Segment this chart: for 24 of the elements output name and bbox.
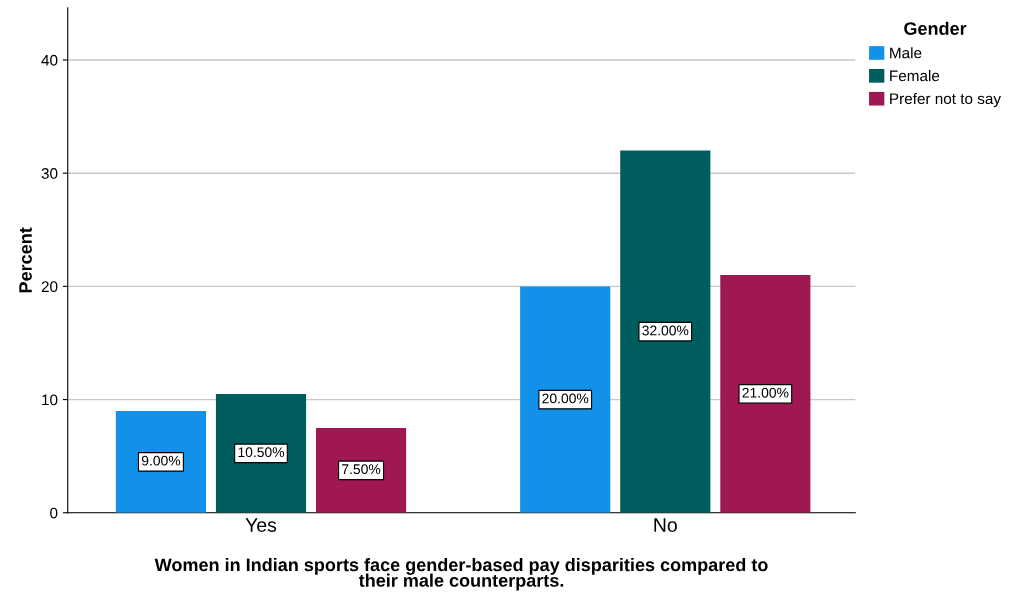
legend-label: Prefer not to say [890,92,1001,108]
bar [520,286,611,513]
x-tick-label: Yes [245,518,277,532]
data-label: 9.00% [141,455,181,466]
data-label: 21.00% [742,387,789,398]
bar [620,150,711,513]
x-tick-label: No [654,518,677,532]
legend-title: Gender [904,21,967,35]
bar [215,393,307,513]
y-tick-label: 20 [41,281,58,293]
y-tick-label: 0 [50,507,58,519]
y-tick-label: 10 [42,394,58,406]
y-tick-label: 30 [41,168,58,179]
data-label: 20.00% [542,393,589,404]
data-label: 10.50% [238,447,285,458]
legend-label: Female [890,70,940,82]
x-axis-title: Women in Indian sports face gender-based pay disparities compared to their male counterparts. [154,557,768,591]
y-axis-title: Percent [19,227,32,293]
data-label: 32.00% [642,325,689,336]
bar [720,275,811,513]
bar [115,410,207,513]
y-tick-label: 40 [41,54,58,66]
data-label: 7.50% [342,464,381,475]
legend-label: Male [890,47,922,59]
